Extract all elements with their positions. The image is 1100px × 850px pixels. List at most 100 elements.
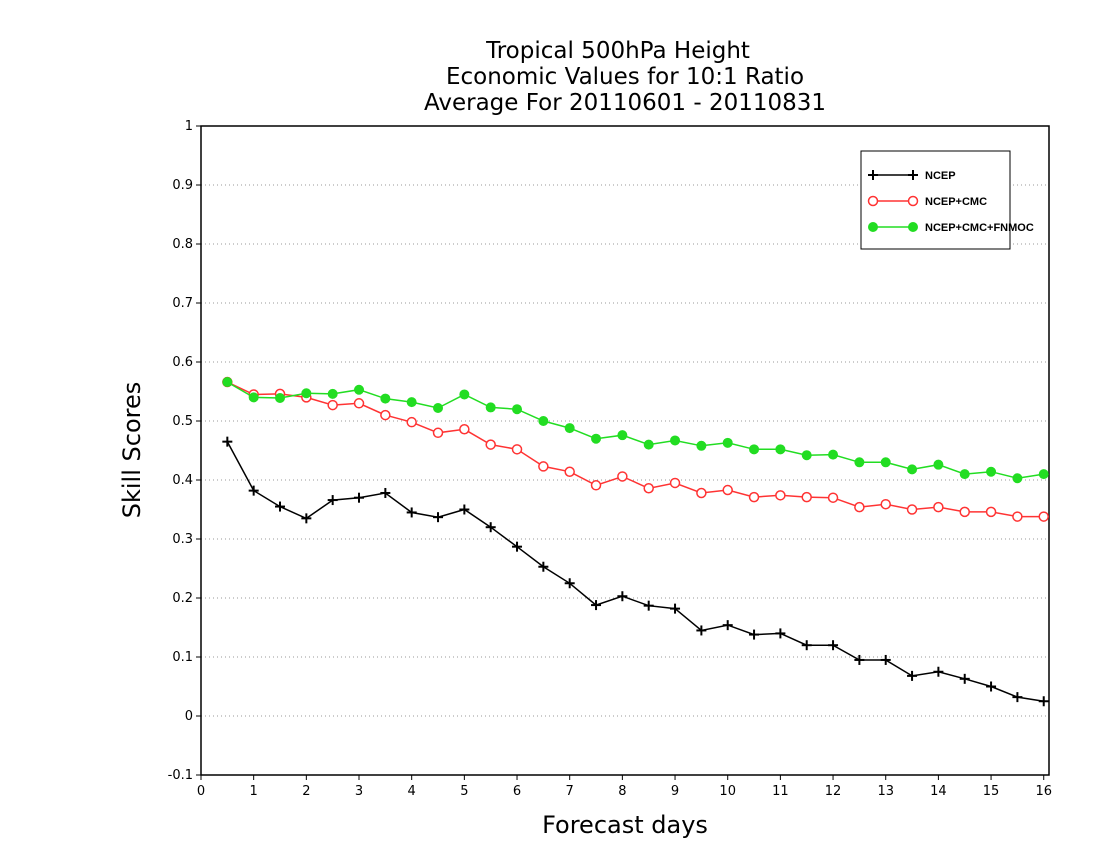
data-point [748, 491, 760, 503]
data-point [749, 629, 760, 640]
x-tick-label: 0 [197, 784, 205, 799]
data-point [327, 388, 338, 399]
data-point [801, 640, 812, 651]
data-point [590, 480, 602, 491]
legend-entry: NCEP+CMC+FNMOC [868, 222, 1034, 234]
data-point [591, 433, 602, 444]
data-point [432, 427, 444, 439]
data-point [880, 457, 891, 468]
data-point [406, 507, 417, 518]
y-tick-label: 0 [185, 709, 193, 724]
data-point [327, 495, 338, 506]
data-point [643, 600, 654, 611]
data-point [985, 506, 997, 518]
data-point [617, 471, 628, 482]
x-tick-label: 13 [877, 784, 894, 799]
series-2 [222, 377, 1049, 484]
x-tick-label: 12 [825, 784, 842, 799]
data-point [854, 654, 865, 665]
data-point [696, 487, 707, 499]
legend-marker [907, 195, 919, 207]
data-point [222, 436, 233, 447]
data-point [722, 484, 733, 496]
data-point [933, 459, 944, 470]
data-point [485, 522, 496, 533]
data-point [512, 541, 523, 552]
data-point [354, 384, 365, 395]
data-point [564, 466, 575, 477]
plot-frame [200, 125, 1050, 776]
x-tick-label: 7 [566, 784, 574, 799]
x-axis: 0 1 2 3 4 5 6 7 8 9 10 11 12 13 14 15 16 [197, 775, 1052, 799]
data-point [933, 666, 944, 677]
data-point [406, 397, 417, 408]
y-tick-label: 0.4 [172, 473, 193, 488]
data-point [722, 437, 733, 448]
series-line [226, 381, 1044, 479]
series-line [226, 441, 1044, 703]
data-point [406, 416, 417, 428]
x-tick-label: 9 [671, 784, 679, 799]
y-tick-label: 0.3 [172, 532, 193, 547]
data-point [775, 490, 786, 501]
y-tick-label: -0.1 [168, 768, 193, 783]
data-point [459, 504, 470, 515]
data-point [538, 561, 549, 572]
data-point [301, 388, 312, 399]
x-tick-label: 2 [302, 784, 310, 799]
data-point [749, 444, 760, 455]
data-point [301, 513, 312, 524]
data-point [1038, 696, 1049, 707]
legend-box [860, 150, 1011, 250]
x-tick-label: 16 [1035, 784, 1052, 799]
data-point [248, 485, 259, 496]
data-point [959, 673, 970, 684]
data-point [907, 670, 918, 681]
data-point [696, 440, 707, 451]
data-point [275, 501, 286, 512]
data-point [564, 423, 575, 434]
data-point [512, 404, 523, 415]
data-point [959, 469, 970, 480]
data-point [722, 620, 733, 631]
data-point [1012, 692, 1023, 703]
series-line [226, 381, 1044, 518]
data-point [801, 491, 812, 503]
data-point [880, 654, 891, 665]
data-point [828, 449, 839, 460]
data-point [933, 501, 944, 513]
data-point [669, 477, 681, 489]
data-point [670, 603, 681, 614]
y-tick-label: 0.6 [172, 355, 193, 370]
data-point [538, 461, 549, 472]
chart-title-line-2: Economic Values for 10:1 Ratio [446, 64, 804, 90]
chart-title-line-3: Average For 20110601 - 20110831 [424, 90, 826, 116]
legend-marker [868, 170, 878, 180]
data-point [1012, 511, 1023, 522]
data-point [380, 393, 391, 404]
y-tick-label: 0.9 [172, 178, 193, 193]
data-point [459, 389, 470, 400]
y-tick-label: 0.2 [172, 591, 193, 606]
data-point [1038, 511, 1049, 522]
chart-title: Tropical 500hPa Height Economic Values f… [424, 38, 826, 116]
data-point [775, 628, 786, 639]
y-tick-label: 0.1 [172, 650, 193, 665]
series-0 [222, 436, 1049, 707]
data-point [986, 681, 997, 692]
data-point [643, 483, 654, 494]
legend-entry: NCEP [868, 170, 956, 182]
y-axis-title: Skill Scores [118, 382, 146, 519]
data-point [275, 392, 286, 403]
legend-marker [908, 170, 918, 180]
data-point [380, 487, 391, 498]
x-tick-label: 1 [250, 784, 258, 799]
data-point [643, 439, 654, 450]
series [222, 376, 1049, 707]
y-tick-label: 1 [185, 119, 193, 134]
data-point [327, 399, 338, 411]
data-point [907, 464, 918, 475]
x-tick-label: 8 [618, 784, 626, 799]
series-1 [222, 376, 1049, 522]
